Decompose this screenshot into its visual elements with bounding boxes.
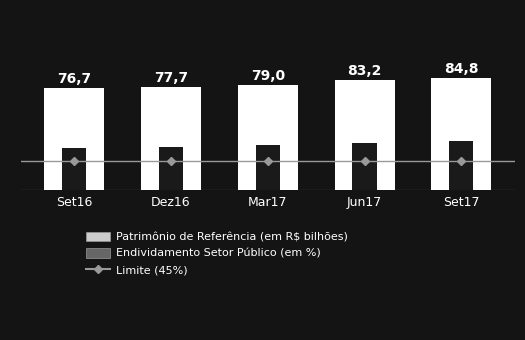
- Bar: [352, 142, 376, 190]
- Text: 84,8: 84,8: [444, 62, 478, 76]
- Text: 77,7: 77,7: [154, 71, 188, 85]
- Bar: [256, 145, 280, 190]
- Bar: [44, 88, 104, 190]
- Bar: [62, 148, 86, 190]
- Text: 79,0: 79,0: [251, 69, 285, 83]
- Bar: [431, 78, 491, 190]
- Text: 83,2: 83,2: [348, 64, 382, 78]
- Bar: [159, 147, 183, 190]
- Bar: [141, 87, 201, 190]
- Bar: [238, 85, 298, 190]
- Bar: [449, 140, 474, 190]
- Bar: [334, 80, 394, 190]
- Text: 76,7: 76,7: [57, 72, 91, 86]
- Legend: Patrimônio de Referência (em R$ bilhões), Endividamento Setor Público (em %), Li: Patrimônio de Referência (em R$ bilhões)…: [86, 232, 348, 275]
